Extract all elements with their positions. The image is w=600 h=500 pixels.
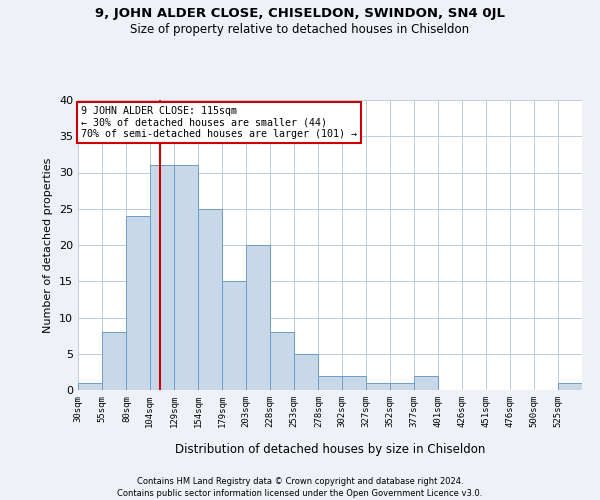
Bar — [223, 281, 245, 390]
Bar — [150, 165, 174, 390]
Text: Contains public sector information licensed under the Open Government Licence v3: Contains public sector information licen… — [118, 489, 482, 498]
Text: Contains HM Land Registry data © Crown copyright and database right 2024.: Contains HM Land Registry data © Crown c… — [137, 478, 463, 486]
Text: 9, JOHN ALDER CLOSE, CHISELDON, SWINDON, SN4 0JL: 9, JOHN ALDER CLOSE, CHISELDON, SWINDON,… — [95, 8, 505, 20]
Bar — [78, 383, 102, 390]
Bar — [198, 209, 223, 390]
Y-axis label: Number of detached properties: Number of detached properties — [43, 158, 53, 332]
Bar — [415, 376, 437, 390]
Text: Distribution of detached houses by size in Chiseldon: Distribution of detached houses by size … — [175, 442, 485, 456]
Bar — [174, 165, 198, 390]
Bar — [390, 383, 415, 390]
Bar — [366, 383, 390, 390]
Bar — [558, 383, 582, 390]
Bar — [127, 216, 150, 390]
Bar — [270, 332, 294, 390]
Text: Size of property relative to detached houses in Chiseldon: Size of property relative to detached ho… — [130, 22, 470, 36]
Bar — [341, 376, 366, 390]
Bar — [319, 376, 341, 390]
Text: 9 JOHN ALDER CLOSE: 115sqm
← 30% of detached houses are smaller (44)
70% of semi: 9 JOHN ALDER CLOSE: 115sqm ← 30% of deta… — [80, 106, 356, 139]
Bar — [294, 354, 319, 390]
Bar — [245, 245, 270, 390]
Bar — [102, 332, 127, 390]
